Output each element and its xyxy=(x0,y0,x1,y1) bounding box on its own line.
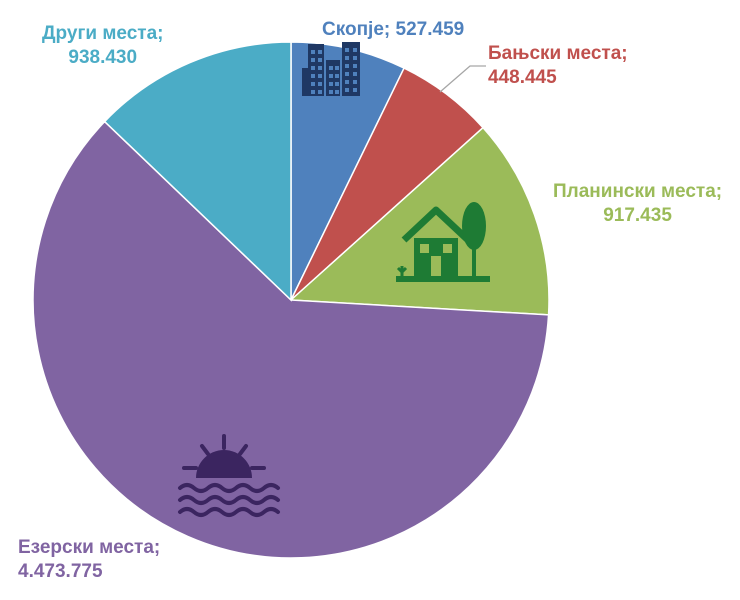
city-buildings-icon xyxy=(302,42,360,96)
leader-line-banjski xyxy=(439,65,486,93)
slices-layer xyxy=(32,41,550,559)
slice-label-separator: ; xyxy=(383,19,391,40)
slice-label-separator: ; xyxy=(157,23,164,44)
lake-sunset-icon xyxy=(178,434,280,517)
pie-slice-4 xyxy=(103,41,292,302)
slice-label-ezerski-name: Езерски места xyxy=(18,537,154,558)
slice-label-banjski-value: 448.445 xyxy=(488,67,557,88)
slice-label-planinski: Планински места; 917.435 xyxy=(553,180,722,228)
slice-label-drugi-value: 938.430 xyxy=(68,47,138,68)
slice-label-skopje: Скопје; 527.459 xyxy=(322,18,464,42)
pie-slice-3 xyxy=(32,120,550,559)
slice-label-separator: ; xyxy=(621,43,628,64)
slice-label-banjski: Бањски места; 448.445 xyxy=(488,42,628,90)
icons-layer xyxy=(178,42,490,517)
slice-label-skopje-value: 527.459 xyxy=(395,19,465,40)
slice-label-separator: ; xyxy=(153,537,161,558)
slice-label-planinski-value: 917.435 xyxy=(603,205,672,226)
slice-label-skopje-name: Скопје xyxy=(322,19,384,40)
slice-label-drugi: Други места; 938.430 xyxy=(42,22,163,70)
slice-label-ezerski: Езерски места; 4.473.775 xyxy=(18,536,160,584)
slice-label-separator: ; xyxy=(715,181,723,202)
leader-layer xyxy=(439,65,486,93)
mountain-house-icon xyxy=(396,202,490,282)
slice-label-planinski-name: Планински места xyxy=(553,181,716,202)
slice-label-ezerski-value: 4.473.775 xyxy=(18,561,103,582)
slice-label-banjski-name: Бањски места xyxy=(488,43,622,64)
slice-label-drugi-name: Други места xyxy=(42,23,158,44)
